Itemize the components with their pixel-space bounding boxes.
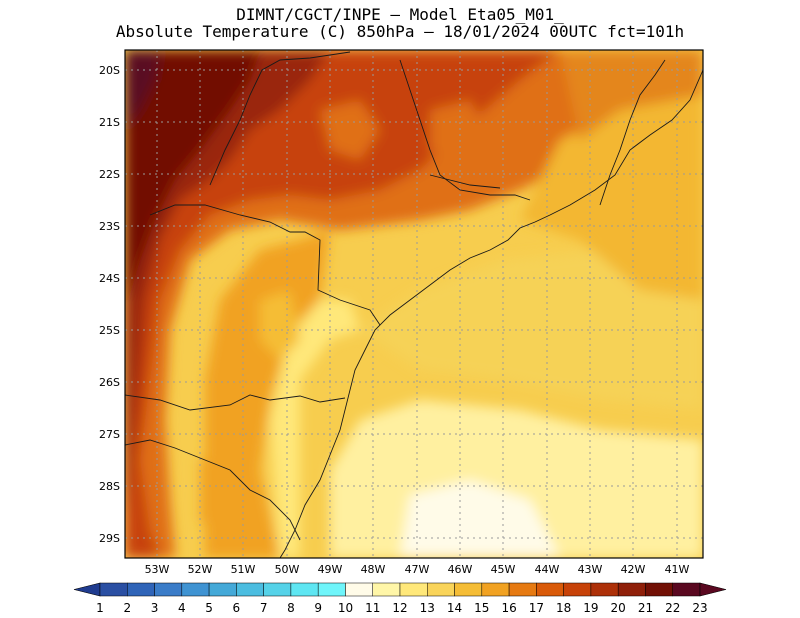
colorbar-swatch	[536, 582, 564, 597]
lat-label: 22S	[99, 168, 120, 181]
colorbar-label: 5	[205, 601, 213, 615]
lat-label: 25S	[99, 324, 120, 337]
colorbar-label: 17	[529, 601, 544, 615]
colorbar-label: 16	[501, 601, 516, 615]
colorbar-label: 9	[314, 601, 322, 615]
colorbar-swatch	[181, 582, 210, 597]
colorbar-label: 7	[260, 601, 268, 615]
lon-label: 50W	[275, 563, 300, 576]
colorbar-swatch	[317, 582, 346, 597]
colorbar-label: 8	[287, 601, 295, 615]
colorbar-label: 10	[338, 601, 353, 615]
colorbar-label: 18	[556, 601, 571, 615]
lon-label: 41W	[665, 563, 690, 576]
colorbar-label: 14	[447, 601, 462, 615]
colorbar-label: 19	[583, 601, 598, 615]
colorbar-label: 1	[96, 601, 104, 615]
lat-label: 20S	[99, 64, 120, 77]
colorbar-label: 21	[638, 601, 653, 615]
lon-label: 44W	[535, 563, 560, 576]
colorbar-swatch	[154, 582, 183, 597]
colorbar-swatch	[372, 582, 401, 597]
colorbar-label: 20	[611, 601, 626, 615]
colorbar-swatch	[563, 582, 592, 597]
colorbar-swatch	[263, 582, 292, 597]
colorbar-label: 23	[692, 601, 707, 615]
colorbar-swatch	[454, 582, 483, 597]
lon-label: 46W	[448, 563, 473, 576]
lon-label: 49W	[318, 563, 343, 576]
lon-label: 43W	[578, 563, 603, 576]
lat-label: 28S	[99, 480, 120, 493]
colorbar-label: 12	[392, 601, 407, 615]
latitude-labels: 20S 21S 22S 23S 24S 25S 26S 27S 28S 29S	[99, 64, 120, 545]
colorbar-swatch	[345, 582, 373, 597]
lon-label: 48W	[361, 563, 386, 576]
lon-label: 47W	[405, 563, 430, 576]
lat-label: 24S	[99, 272, 120, 285]
lon-label: 51W	[231, 563, 256, 576]
colorbar-swatch	[672, 582, 701, 597]
colorbar-swatch	[590, 582, 619, 597]
colorbar-swatch	[236, 582, 264, 597]
colorbar-label: 15	[474, 601, 489, 615]
lat-label: 27S	[99, 428, 120, 441]
lon-label: 52W	[188, 563, 213, 576]
lon-label: 53W	[145, 563, 170, 576]
colorbar-swatch	[508, 582, 537, 597]
map-title: DIMNT/CGCT/INPE – Model Eta05_M01_ Absol…	[0, 6, 800, 40]
grid-lines	[125, 50, 703, 558]
map-frame	[124, 49, 704, 559]
lon-label: 42W	[621, 563, 646, 576]
colorbar-label: 6	[233, 601, 241, 615]
lat-label: 21S	[99, 116, 120, 129]
lat-label: 23S	[99, 220, 120, 233]
longitude-labels: 53W 52W 51W 50W 49W 48W 47W 46W 45W 44W …	[145, 563, 690, 576]
colorbar-swatch	[290, 582, 319, 597]
colorbar-swatch	[99, 582, 128, 597]
lat-label: 26S	[99, 376, 120, 389]
colorbar-swatch	[617, 582, 646, 597]
colorbar-label: 13	[420, 601, 435, 615]
colorbar-swatch	[481, 582, 510, 597]
colorbar-swatch	[399, 582, 428, 597]
colorbar-swatch	[127, 582, 155, 597]
title-line-1: DIMNT/CGCT/INPE – Model Eta05_M01_	[236, 5, 564, 24]
colorbar-arrow-high	[699, 582, 727, 597]
lat-label: 29S	[99, 532, 120, 545]
colorbar-swatch	[645, 582, 673, 597]
temperature-field	[125, 50, 703, 558]
lon-label: 45W	[491, 563, 516, 576]
colorbar-label: 11	[365, 601, 380, 615]
title-line-2: Absolute Temperature (C) 850hPa – 18/01/…	[115, 22, 685, 41]
colorbar-swatch	[427, 582, 455, 597]
colorbar-label: 4	[178, 601, 186, 615]
colorbar-swatch	[208, 582, 237, 597]
colorbar-label: 2	[123, 601, 131, 615]
colorbar-arrow-low	[73, 582, 101, 597]
colorbar-label: 3	[151, 601, 159, 615]
borders-coastline	[125, 51, 703, 558]
colorbar: 1 2 3 4 5 6 7 8 9 10 11 12 13 14 15 16 17 18 19 20 21 22 23	[73, 582, 727, 615]
colorbar-label: 22	[665, 601, 680, 615]
